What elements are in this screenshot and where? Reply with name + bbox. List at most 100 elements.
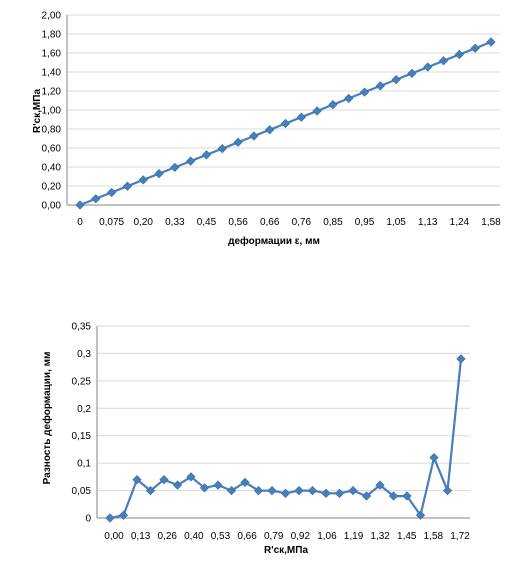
data-point-marker bbox=[388, 491, 399, 501]
chart-deformation: деформации ε, мм R'ск,МПа 0,00 0,20 0,40 0,… bbox=[32, 11, 501, 248]
x-tick-label: 0,66 bbox=[237, 531, 257, 542]
x-tick-label: 0,13 bbox=[131, 531, 151, 542]
data-point-marker bbox=[359, 87, 370, 97]
x-tick-label: 0,56 bbox=[228, 217, 248, 228]
x-tick-label: 1,58 bbox=[481, 217, 501, 228]
y-tick-label: 0 bbox=[85, 514, 91, 525]
data-point-marker bbox=[294, 485, 304, 496]
y-tick-label: 1,20 bbox=[42, 87, 62, 98]
y-tick-label: 0,80 bbox=[42, 125, 62, 136]
data-point-marker bbox=[280, 488, 291, 498]
chart1-y-axis-title: R'ск,МПа bbox=[32, 89, 43, 133]
data-point-marker bbox=[106, 187, 117, 198]
x-tick-label: 1,06 bbox=[317, 531, 337, 542]
data-point-marker bbox=[348, 485, 358, 496]
y-tick-label: 1,00 bbox=[42, 106, 62, 117]
chart2-x-axis-title: R'ск,МПа bbox=[264, 545, 308, 556]
y-tick-label: 1,60 bbox=[42, 49, 62, 60]
data-point-marker bbox=[172, 480, 183, 490]
y-tick-label: 0,40 bbox=[42, 163, 62, 174]
y-tick-label: 0,35 bbox=[72, 322, 92, 333]
x-tick-label: 1,45 bbox=[397, 531, 417, 542]
data-point-marker bbox=[456, 354, 466, 364]
y-tick-label: 1,80 bbox=[42, 30, 62, 41]
data-point-marker bbox=[186, 472, 196, 482]
x-tick-label: 0,33 bbox=[165, 217, 185, 228]
data-point-marker bbox=[470, 43, 480, 53]
data-point-marker bbox=[118, 510, 129, 520]
x-tick-label: 1,05 bbox=[386, 217, 406, 228]
data-point-marker bbox=[375, 480, 385, 490]
y-tick-label: 0,25 bbox=[72, 376, 92, 387]
x-tick-label: 0,26 bbox=[157, 531, 177, 542]
y-tick-label: 0,15 bbox=[72, 431, 92, 442]
data-point-marker bbox=[213, 480, 223, 490]
data-point-marker bbox=[159, 474, 169, 485]
data-point-marker bbox=[312, 106, 322, 116]
x-tick-label: 1,24 bbox=[450, 217, 470, 228]
data-point-marker bbox=[267, 485, 277, 496]
y-tick-label: 0,00 bbox=[42, 201, 62, 212]
chart2-y-axis-title: Разность деформации, мм bbox=[41, 352, 53, 485]
data-point-marker bbox=[122, 181, 133, 191]
x-tick-label: 0 bbox=[77, 217, 83, 228]
data-point-marker bbox=[154, 169, 164, 179]
data-point-marker bbox=[438, 56, 449, 66]
x-tick-label: 1,32 bbox=[370, 531, 390, 542]
data-point-marker bbox=[75, 200, 85, 210]
x-tick-label: 0,85 bbox=[323, 217, 343, 228]
chart-deformation-difference: R'ск,МПа Разность деформации, мм 0 0,05 0,… bbox=[41, 322, 470, 557]
data-point-marker bbox=[226, 485, 237, 496]
data-point-marker bbox=[344, 93, 354, 104]
x-tick-label: 0,45 bbox=[197, 217, 217, 228]
data-point-marker bbox=[375, 81, 385, 91]
x-tick-label: 0,79 bbox=[264, 531, 284, 542]
x-tick-label: 0,00 bbox=[104, 531, 124, 542]
data-point-marker bbox=[454, 49, 465, 60]
data-point-marker bbox=[402, 491, 412, 501]
x-tick-label: 0,20 bbox=[133, 217, 153, 228]
data-point-marker bbox=[280, 118, 291, 129]
y-tick-label: 0,1 bbox=[77, 459, 91, 470]
x-tick-label: 0,40 bbox=[184, 531, 204, 542]
x-tick-label: 0,53 bbox=[211, 531, 231, 542]
x-tick-label: 1,13 bbox=[418, 217, 438, 228]
y-tick-label: 0,20 bbox=[42, 182, 62, 193]
y-tick-label: 1,40 bbox=[42, 68, 62, 79]
data-point-marker bbox=[233, 137, 243, 147]
data-point-marker bbox=[429, 453, 439, 463]
data-point-marker bbox=[145, 485, 156, 496]
data-point-marker bbox=[105, 513, 115, 523]
data-point-marker bbox=[240, 477, 250, 487]
data-point-marker bbox=[201, 150, 212, 160]
data-point-marker bbox=[170, 162, 180, 173]
data-point-marker bbox=[407, 68, 417, 78]
data-point-marker bbox=[199, 483, 210, 493]
data-point-marker bbox=[423, 62, 433, 72]
x-tick-label: 0,66 bbox=[260, 217, 280, 228]
data-point-marker bbox=[442, 485, 453, 496]
data-point-marker bbox=[391, 74, 401, 85]
data-point-marker bbox=[415, 510, 426, 520]
x-tick-label: 1,19 bbox=[344, 531, 364, 542]
x-tick-label: 0,95 bbox=[355, 217, 375, 228]
data-point-marker bbox=[328, 100, 338, 110]
x-tick-label: 0,92 bbox=[291, 531, 311, 542]
x-tick-label: 1,72 bbox=[450, 531, 470, 542]
y-tick-label: 0,3 bbox=[77, 349, 91, 360]
data-point-marker bbox=[265, 125, 275, 135]
data-point-marker bbox=[321, 488, 331, 498]
y-tick-label: 0,60 bbox=[42, 144, 62, 155]
x-tick-label: 0,76 bbox=[292, 217, 312, 228]
data-point-marker bbox=[217, 143, 227, 154]
data-point-marker bbox=[307, 485, 318, 496]
data-point-marker bbox=[296, 112, 306, 122]
y-tick-label: 0,05 bbox=[72, 486, 92, 497]
data-point-marker bbox=[253, 485, 264, 496]
data-point-marker bbox=[486, 37, 496, 47]
data-point-marker bbox=[334, 488, 345, 498]
data-point-marker bbox=[91, 194, 101, 204]
x-tick-label: 1,58 bbox=[424, 531, 444, 542]
y-tick-label: 2,00 bbox=[42, 11, 62, 22]
data-point-marker bbox=[138, 175, 148, 185]
